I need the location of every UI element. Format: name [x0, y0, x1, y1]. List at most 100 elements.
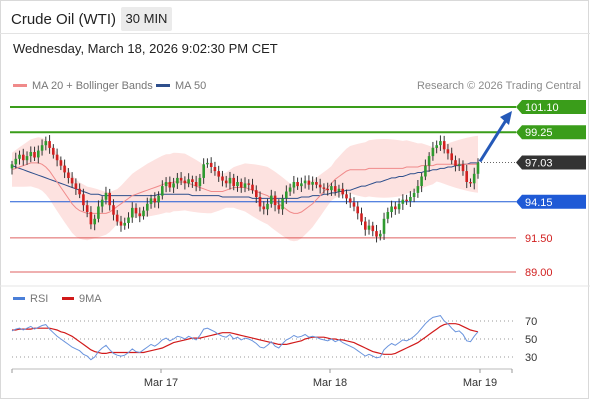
- level-89-00-label: 89.00: [525, 267, 553, 279]
- candle-body: [104, 192, 108, 200]
- candle-body: [356, 206, 359, 214]
- candle-body: [266, 203, 269, 210]
- candle-body: [213, 167, 217, 172]
- candle-body: [97, 206, 100, 219]
- candle-body: [70, 177, 74, 184]
- target-arrow-shaft: [478, 116, 510, 163]
- candle-body: [409, 197, 412, 202]
- candle-body: [394, 206, 397, 210]
- candle-body: [375, 231, 378, 237]
- candle-body: [221, 176, 224, 181]
- datetime-label: Wednesday, March 18, 2026 9:02:30 PM CET: [13, 41, 278, 56]
- legend-rsi: RSI: [13, 293, 48, 305]
- candle-body: [232, 177, 235, 187]
- candle-body: [82, 194, 85, 206]
- candle-body: [292, 182, 296, 188]
- candle-body: [296, 182, 299, 187]
- candle-body: [22, 154, 25, 161]
- rsi-ma9-line: [12, 323, 479, 355]
- candle-body: [405, 199, 408, 202]
- x-tick-label: Mar 19: [463, 377, 497, 389]
- candle-body: [55, 154, 59, 161]
- ma50-swatch: [156, 83, 170, 87]
- candle-body: [108, 192, 111, 206]
- candle-body: [209, 162, 213, 167]
- candle-body: [119, 221, 123, 226]
- candle-body: [465, 171, 468, 182]
- interval-button[interactable]: 30 MIN: [121, 7, 172, 31]
- candle-body: [424, 165, 427, 177]
- candle-body: [337, 188, 341, 192]
- rsi-tick-label: 70: [525, 316, 537, 328]
- rsi-tick-label: 50: [525, 334, 537, 346]
- candle-body: [367, 225, 371, 230]
- candle-body: [446, 149, 450, 154]
- candle-body: [273, 195, 277, 206]
- candle-body: [345, 194, 348, 199]
- candle-body: [397, 203, 401, 210]
- candle-body: [352, 202, 356, 207]
- candle-body: [382, 218, 386, 234]
- candle-body: [224, 180, 228, 184]
- candle-body: [100, 199, 104, 207]
- candle-body: [476, 162, 480, 174]
- candle-body: [348, 198, 352, 203]
- candle-body: [202, 164, 205, 178]
- candle-body: [138, 213, 142, 217]
- candle-body: [450, 153, 453, 161]
- rsi-tick-label: 30: [525, 352, 537, 364]
- candle-body: [74, 183, 78, 189]
- candle-body: [364, 221, 367, 230]
- candle-body: [457, 164, 461, 166]
- candle-body: [67, 172, 70, 178]
- candle-body: [48, 141, 51, 148]
- credit-text: Research © 2026 Trading Central: [416, 80, 581, 92]
- candle-body: [442, 141, 446, 150]
- candle-body: [333, 186, 337, 192]
- candle-body: [172, 183, 175, 188]
- legend-ma20: MA 20 + Bollinger Bands: [13, 80, 153, 92]
- candle-body: [318, 184, 322, 188]
- candle-body: [25, 156, 29, 161]
- level-101-10-tag: [516, 100, 586, 114]
- legend-rsi-label: RSI: [30, 293, 49, 305]
- candle-body: [161, 186, 164, 196]
- level-97-03-label: 97.03: [525, 158, 553, 170]
- candle-body: [63, 165, 66, 173]
- candle-body: [360, 213, 363, 222]
- candle-body: [300, 183, 303, 187]
- candle-body: [142, 210, 145, 217]
- candle-body: [412, 192, 416, 197]
- level-91-50-label: 91.50: [525, 233, 553, 245]
- candle-body: [416, 186, 420, 193]
- candle-body: [168, 182, 172, 188]
- candle-body: [277, 205, 281, 210]
- candle-body: [247, 183, 251, 185]
- candle-body: [52, 147, 55, 155]
- level-101-10-label: 101.10: [525, 102, 559, 114]
- ma20-swatch: [13, 83, 27, 87]
- candle-body: [435, 145, 438, 148]
- candle-body: [127, 217, 130, 223]
- candle-body: [59, 160, 63, 166]
- candle-body: [187, 179, 190, 184]
- legend-ma20-label: MA 20 + Bollinger Bands: [32, 80, 153, 92]
- candle-body: [341, 188, 344, 195]
- candle-body: [198, 177, 202, 187]
- candle-body: [183, 180, 187, 184]
- candle-body: [40, 145, 44, 151]
- candle-body: [270, 195, 273, 204]
- candle-body: [379, 233, 382, 237]
- candle-body: [427, 156, 431, 166]
- candle-body: [115, 214, 119, 222]
- candle-body: [217, 171, 220, 177]
- candle-body: [262, 206, 266, 210]
- target-arrow-head: [500, 111, 512, 125]
- candle-body: [251, 184, 254, 191]
- level-94-15-label: 94.15: [525, 197, 553, 209]
- candle-body: [176, 177, 179, 184]
- candle-body: [255, 190, 258, 197]
- candle-body: [288, 187, 292, 192]
- candle-body: [14, 158, 18, 165]
